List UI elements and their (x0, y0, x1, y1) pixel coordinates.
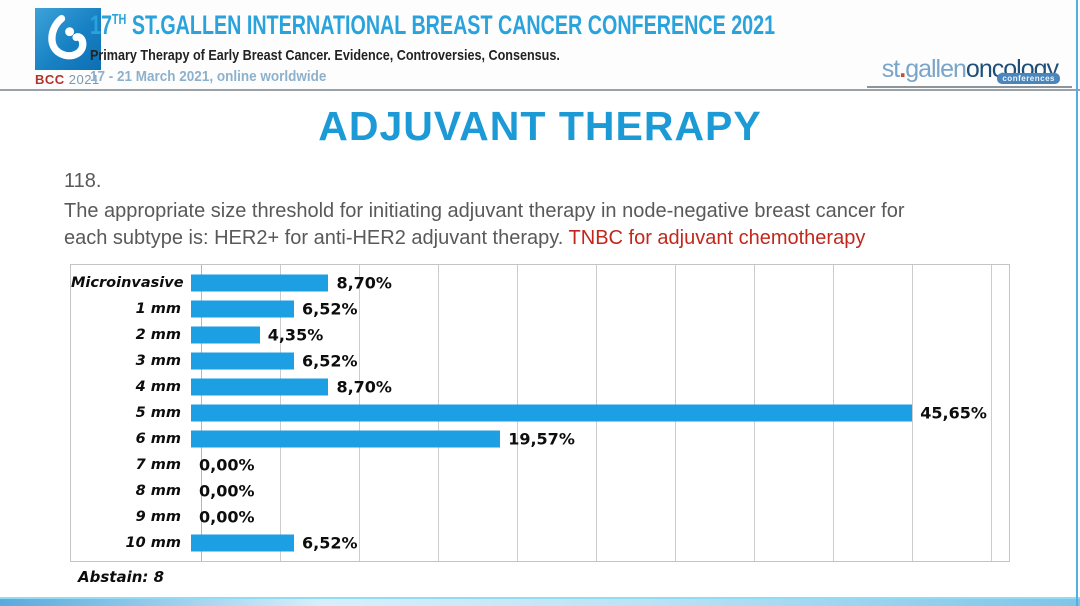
bar-value-label: 0,00% (199, 455, 255, 475)
question-text: The appropriate size threshold for initi… (64, 198, 1024, 252)
bar-value-label: 6,52% (302, 533, 358, 553)
chart-gridline (991, 265, 992, 561)
category-label: 10 mm (125, 535, 181, 551)
bar-value-label: 8,70% (336, 273, 392, 293)
brand-underline (867, 86, 1072, 88)
bar-value-label: 6,52% (302, 351, 358, 371)
chart-bar (191, 378, 329, 396)
chart-row: 1 mm 6,52% (71, 296, 1009, 322)
header-separator (0, 89, 1080, 91)
bar-area: 45,65% (191, 400, 1009, 426)
chart-bar (191, 534, 295, 552)
question-line1: The appropriate size threshold for initi… (64, 200, 905, 222)
bcc-logo-caption: BCC 2021 (35, 72, 105, 87)
chart-row: 8 mm 0,00% (71, 478, 1009, 504)
chart-bar (191, 352, 295, 370)
chart-row: 3 mm 6,52% (71, 348, 1009, 374)
category-label: 7 mm (135, 457, 181, 473)
bar-value-label: 45,65% (920, 403, 987, 423)
chart-rows: Microinvasive 8,70% 1 mm 6,52% 2 mm 4,35% 3 mm… (71, 270, 1009, 556)
bar-area: 0,00% (191, 452, 1009, 478)
chart-bar (191, 430, 501, 448)
chart-bar (191, 404, 913, 422)
chart-row: 10 mm 6,52% (71, 530, 1009, 556)
bar-value-label: 6,52% (302, 299, 358, 319)
bar-area: 8,70% (191, 270, 1009, 296)
chart-row: 7 mm 0,00% (71, 452, 1009, 478)
bar-area: 0,00% (191, 478, 1009, 504)
chart-row: 4 mm 8,70% (71, 374, 1009, 400)
question-line2-red: TNBC for adjuvant chemotherapy (568, 227, 866, 249)
bar-area: 0,00% (191, 504, 1009, 530)
category-label: 2 mm (135, 327, 181, 343)
bcc-text: BCC (35, 72, 65, 87)
question-line2-gray: each subtype is: HER2+ for anti-HER2 adj… (64, 227, 569, 249)
chart-row: 6 mm 19,57% (71, 426, 1009, 452)
bar-value-label: 8,70% (336, 377, 392, 397)
bar-area: 19,57% (191, 426, 1009, 452)
bar-area: 6,52% (191, 530, 1009, 556)
conference-title: 17TH ST.GALLEN INTERNATIONAL BREAST CANC… (90, 10, 776, 40)
bar-value-label: 19,57% (508, 429, 575, 449)
category-label: 9 mm (135, 509, 181, 525)
header-text: 17TH ST.GALLEN INTERNATIONAL BREAST CANC… (90, 10, 1028, 85)
bar-area: 6,52% (191, 296, 1009, 322)
conference-date: 17 - 21 March 2021, online worldwide (90, 68, 327, 85)
chart-row: 5 mm 45,65% (71, 400, 1009, 426)
breast-swoosh-icon (48, 15, 87, 60)
chart-bar (191, 326, 260, 344)
chart-row: 2 mm 4,35% (71, 322, 1009, 348)
category-label: 1 mm (135, 301, 181, 317)
screen-right-edge (1076, 0, 1078, 606)
category-label: 5 mm (135, 405, 181, 421)
question-number: 118. (64, 170, 102, 192)
chart-bar (191, 274, 329, 292)
chart-row: 9 mm 0,00% (71, 504, 1009, 530)
bar-area: 8,70% (191, 374, 1009, 400)
title-superscript: TH (111, 12, 127, 28)
chart-row: Microinvasive 8,70% (71, 270, 1009, 296)
bcc-logo-icon (35, 8, 101, 70)
conferences-badge: conferences (997, 73, 1060, 84)
bar-value-label: 4,35% (267, 325, 324, 345)
bcc-year: 2021 (68, 72, 100, 87)
bar-area: 4,35% (191, 322, 1009, 348)
bar-area: 6,52% (191, 348, 1009, 374)
abstain-note: Abstain: 8 (78, 568, 165, 586)
header: BCC 2021 17TH ST.GALLEN INTERNATIONAL BR… (0, 0, 1080, 91)
chart-gridline (912, 265, 913, 561)
category-label: Microinvasive (71, 275, 184, 291)
bottom-strip (0, 597, 1080, 606)
slide-title: ADJUVANT THERAPY (318, 103, 762, 149)
conference-subtitle: Primary Therapy of Early Breast Cancer. … (90, 47, 560, 64)
category-label: 3 mm (135, 353, 181, 369)
bcc-logo: BCC 2021 (35, 8, 105, 87)
category-label: 8 mm (135, 483, 181, 499)
category-label: 4 mm (135, 379, 181, 395)
bar-value-label: 0,00% (199, 507, 255, 527)
bar-chart: Microinvasive 8,70% 1 mm 6,52% 2 mm 4,35% 3 mm… (70, 264, 1010, 562)
bar-value-label: 0,00% (199, 481, 255, 501)
chart-bar (191, 300, 295, 318)
category-label: 6 mm (135, 431, 181, 447)
